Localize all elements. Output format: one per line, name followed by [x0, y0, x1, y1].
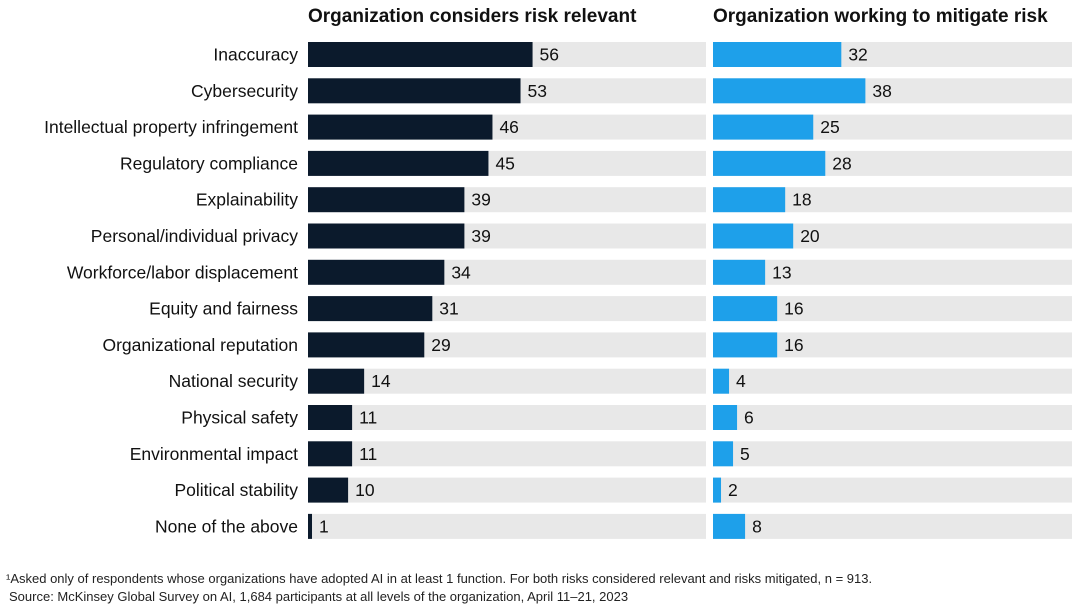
panel-title-1: Organization considers risk relevant	[308, 6, 637, 27]
category-label: Cybersecurity	[191, 81, 298, 101]
data-label: 16	[784, 335, 803, 355]
data-label: 31	[439, 299, 458, 319]
bar-relevant	[308, 150, 489, 176]
bar-mitigate	[713, 187, 786, 213]
bar-mitigate	[713, 441, 734, 467]
bar-mitigate	[713, 223, 794, 249]
bar-track	[308, 368, 706, 394]
bar-relevant	[308, 477, 349, 503]
data-label: 8	[752, 516, 762, 536]
data-label: 4	[736, 371, 746, 391]
category-label: Inaccuracy	[213, 45, 298, 65]
bar-mitigate	[713, 405, 738, 430]
category-label: Personal/individual privacy	[91, 226, 298, 246]
data-label: 32	[848, 45, 867, 65]
category-label: None of the above	[155, 516, 298, 536]
data-label: 46	[499, 117, 518, 137]
data-label: 39	[471, 226, 490, 246]
bar-track	[713, 513, 1072, 539]
bar-mitigate	[713, 78, 866, 104]
data-label: 53	[528, 81, 547, 101]
bar-mitigate	[713, 150, 826, 176]
bar-mitigate	[713, 513, 746, 539]
data-label: 39	[471, 190, 490, 210]
bar-relevant	[308, 405, 353, 430]
category-label: Political stability	[174, 480, 298, 500]
data-label: 16	[784, 299, 803, 319]
bar-track	[308, 477, 706, 503]
bar-relevant	[308, 187, 465, 213]
bar-track	[308, 405, 706, 430]
footnote-note: ¹Asked only of respondents whose organiz…	[6, 571, 873, 586]
data-label: 10	[355, 480, 375, 500]
bar-relevant	[308, 259, 445, 285]
data-label: 11	[359, 408, 377, 428]
data-label: 18	[792, 190, 811, 210]
bar-mitigate	[713, 477, 722, 503]
bar-mitigate	[713, 368, 730, 394]
category-label: Regulatory compliance	[120, 153, 298, 173]
data-label: 34	[451, 262, 471, 282]
data-label: 29	[431, 335, 450, 355]
data-label: 6	[744, 408, 754, 428]
category-label: Organizational reputation	[102, 335, 298, 355]
bar-relevant	[308, 42, 533, 67]
data-label: 28	[832, 153, 851, 173]
bar-track	[713, 368, 1072, 394]
bar-relevant	[308, 368, 365, 394]
bar-track	[713, 259, 1072, 285]
category-label: Environmental impact	[130, 444, 298, 464]
category-label: Equity and fairness	[149, 299, 298, 319]
bar-track	[308, 441, 706, 467]
bar-mitigate	[713, 296, 778, 322]
data-label: 5	[740, 444, 750, 464]
bar-relevant	[308, 78, 521, 104]
data-label: 14	[371, 371, 391, 391]
data-label: 2	[728, 480, 738, 500]
data-label: 11	[359, 444, 377, 464]
bar-mitigate	[713, 114, 814, 140]
bar-mitigate	[713, 332, 778, 358]
data-label: 38	[872, 81, 891, 101]
bar-mitigate	[713, 259, 766, 285]
bar-relevant	[308, 441, 353, 467]
panel-title-2: Organization working to mitigate risk	[713, 6, 1048, 27]
data-label: 25	[820, 117, 839, 137]
data-label: 45	[495, 153, 514, 173]
category-label: Explainability	[196, 190, 298, 210]
bar-relevant	[308, 513, 313, 539]
data-label: 13	[772, 262, 791, 282]
category-label: Physical safety	[181, 408, 298, 428]
data-label: 20	[800, 226, 820, 246]
category-label: National security	[169, 371, 299, 391]
bar-track	[713, 441, 1072, 467]
risk-bar-chart: Organization considers risk relevant Orga…	[44, 6, 1072, 539]
bar-relevant	[308, 114, 493, 140]
bar-track	[308, 513, 706, 539]
bar-relevant	[308, 296, 433, 322]
data-label: 56	[540, 45, 559, 65]
bar-track	[713, 477, 1072, 503]
category-label: Intellectual property infringement	[44, 117, 298, 137]
footnote-source: Source: McKinsey Global Survey on AI, 1,…	[9, 589, 629, 604]
bar-relevant	[308, 332, 425, 358]
bar-track	[713, 405, 1072, 430]
bar-mitigate	[713, 42, 842, 67]
category-label: Workforce/labor displacement	[67, 262, 298, 282]
data-label: 1	[319, 516, 329, 536]
bar-relevant	[308, 223, 465, 249]
